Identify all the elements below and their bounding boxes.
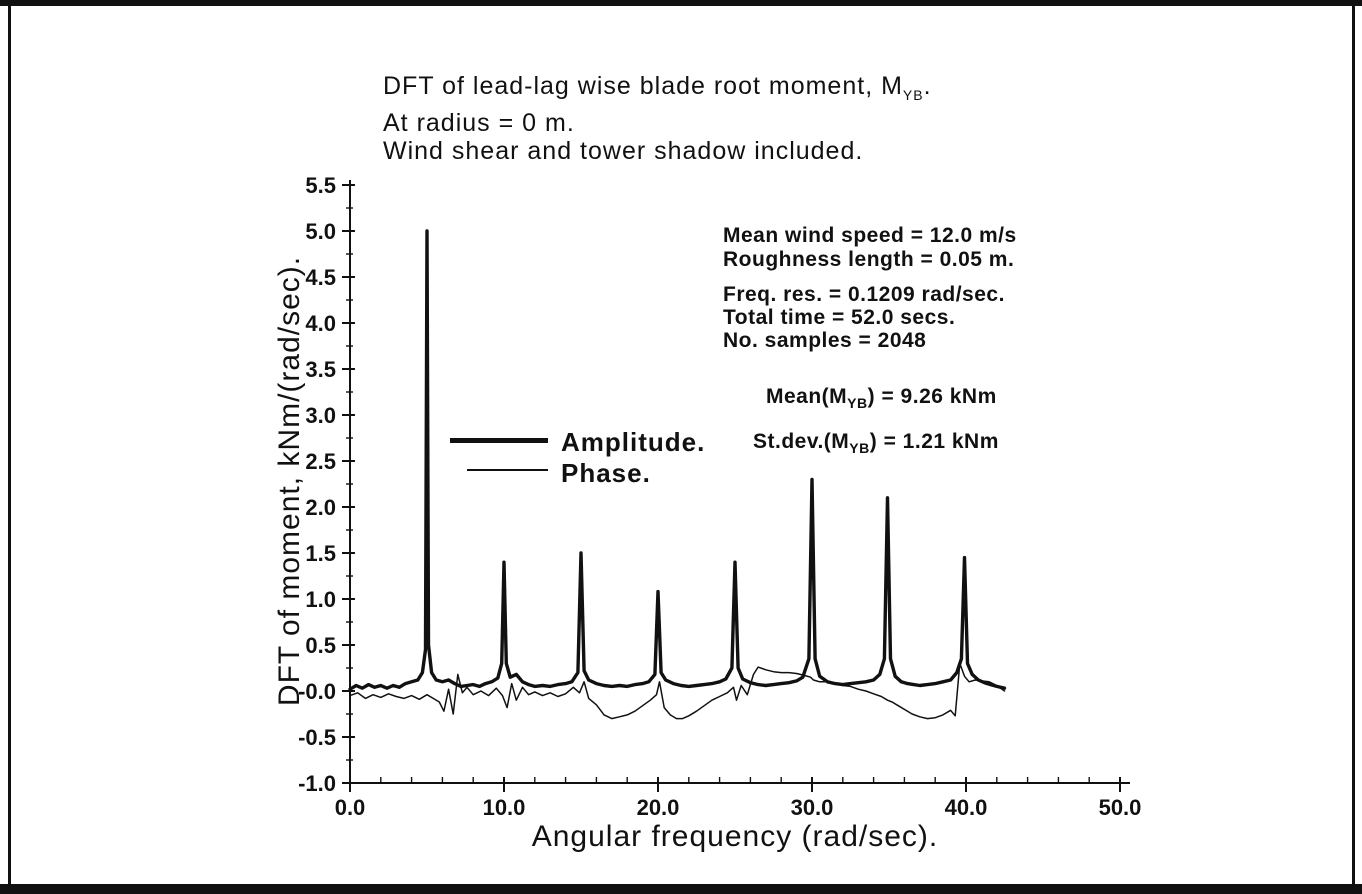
- sampling-info-annotation: Freq. res. = 0.1209 rad/sec. Total time …: [723, 283, 1005, 352]
- legend-phase-line-sample: [467, 469, 548, 471]
- y-tick-label: -0.0: [298, 679, 336, 704]
- legend-phase-label: Phase.: [561, 458, 651, 488]
- stdev-moment-annotation: St.dev.(MYB) = 1.21 kNm: [753, 430, 999, 457]
- page-frame-left: [8, 0, 11, 894]
- legend-amplitude-line-sample: [450, 438, 548, 443]
- y-tick-label: 2.5: [305, 449, 336, 474]
- mean-moment-annotation: Mean(MYB) = 9.26 kNm: [766, 385, 997, 412]
- page-frame-top: [0, 0, 1362, 6]
- x-tick-label: 50.0: [1099, 795, 1142, 820]
- y-tick-label: 4.0: [305, 311, 336, 336]
- y-tick-label: 1.0: [305, 587, 336, 612]
- amplitude-series-line: [348, 229, 1007, 691]
- x-axis-label: Angular frequency (rad/sec).: [531, 820, 939, 853]
- y-tick-label: -0.5: [298, 725, 336, 750]
- x-tick-label: 10.0: [483, 795, 526, 820]
- tick-labels: 5.5 5.0 4.5 4.0 3.5 3.0 2.5 2.0 1.5 1.0 0.5 -0.0 -0.…: [298, 173, 1141, 820]
- y-tick-label: 5.5: [305, 173, 336, 198]
- num-samples-text: No. samples = 2048: [723, 329, 927, 352]
- mean-wind-speed-text: Mean wind speed = 12.0 m/s: [723, 224, 1017, 247]
- y-tick-label: 1.5: [305, 541, 336, 566]
- x-tick-label: 20.0: [637, 795, 680, 820]
- x-tick-label: 30.0: [791, 795, 834, 820]
- total-time-text: Total time = 52.0 secs.: [723, 306, 956, 329]
- y-tick-label: 2.0: [305, 495, 336, 520]
- y-tick-label: 5.0: [305, 219, 336, 244]
- y-tick-label: 3.0: [305, 403, 336, 428]
- x-tick-label: 0.0: [335, 795, 366, 820]
- page-frame-bottom: [0, 884, 1362, 894]
- y-tick-label: 0.5: [305, 633, 336, 658]
- phase-series-line: [349, 662, 1006, 720]
- roughness-length-text: Roughness length = 0.05 m.: [723, 248, 1015, 271]
- y-axis-label: DFT of moment, kNm/(rad/sec).: [273, 255, 306, 707]
- tick-marks: [342, 184, 1121, 792]
- wind-info-annotation: Mean wind speed = 12.0 m/s Roughness len…: [723, 224, 1017, 272]
- x-tick-label: 40.0: [945, 795, 988, 820]
- y-tick-label: -1.0: [298, 771, 336, 796]
- freq-res-text: Freq. res. = 0.1209 rad/sec.: [723, 283, 1005, 306]
- y-tick-label: 3.5: [305, 357, 336, 382]
- chart-title-line1: DFT of lead-lag wise blade root moment, …: [383, 72, 932, 103]
- page-frame-right: [1352, 0, 1355, 894]
- axes: [349, 180, 1130, 784]
- chart-title-line2: At radius = 0 m.: [383, 109, 575, 137]
- chart-title: DFT of lead-lag wise blade root moment, …: [383, 72, 932, 165]
- legend-amplitude-label: Amplitude.: [561, 427, 706, 457]
- y-tick-label: 4.5: [305, 265, 336, 290]
- chart-title-line3: Wind shear and tower shadow included.: [383, 137, 864, 165]
